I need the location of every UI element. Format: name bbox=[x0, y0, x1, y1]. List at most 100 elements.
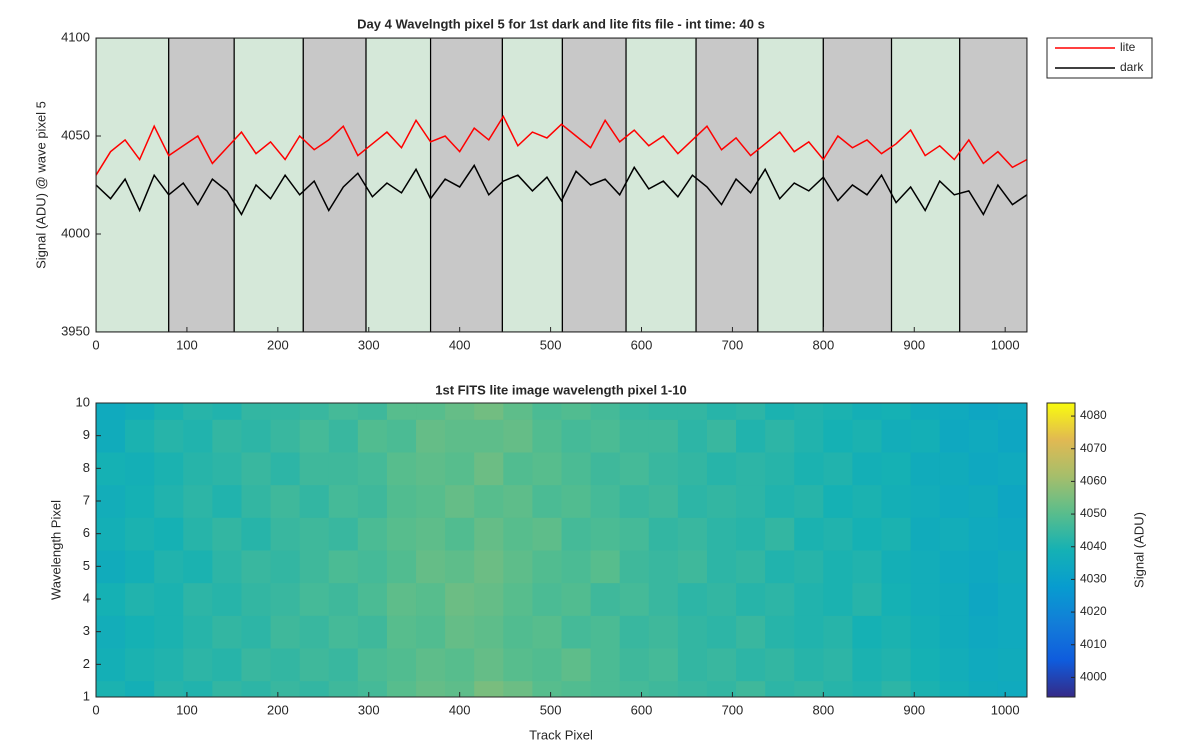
heatmap-cell bbox=[445, 517, 475, 551]
heatmap-cell bbox=[386, 484, 417, 518]
heatmap-cell bbox=[561, 517, 592, 551]
x-tick-label: 900 bbox=[903, 337, 925, 352]
heatmap-cell bbox=[765, 582, 795, 616]
heatmap-cell bbox=[154, 517, 184, 551]
axes-frame bbox=[95, 402, 1028, 698]
heatmap-cell bbox=[328, 403, 359, 420]
y-axis-label: Signal (ADU) @ wave pixel 5 bbox=[33, 101, 48, 269]
heatmap-cell bbox=[910, 484, 941, 518]
heatmap-cell bbox=[357, 419, 388, 453]
heatmap-cell bbox=[154, 550, 184, 584]
heatmap-cell bbox=[241, 419, 272, 453]
heatmap-cell bbox=[736, 680, 766, 697]
y-tick-label: 3950 bbox=[61, 323, 90, 338]
heatmap-cell bbox=[474, 550, 504, 584]
heatmap-cell bbox=[648, 419, 679, 453]
background-band bbox=[561, 38, 627, 332]
heatmap-cell bbox=[736, 419, 766, 453]
x-axis-label: Track Pixel bbox=[529, 727, 593, 742]
colorbar-tick-label: 4020 bbox=[1080, 604, 1107, 618]
heatmap-cell bbox=[590, 403, 621, 420]
y-tick-label: 5 bbox=[83, 558, 90, 573]
heatmap-cell bbox=[328, 615, 359, 649]
heatmap-cell bbox=[561, 648, 592, 682]
colorbar-tick-label: 4080 bbox=[1080, 408, 1107, 422]
heatmap-cell bbox=[299, 484, 330, 518]
heatmap-cell bbox=[736, 550, 766, 584]
plot-area bbox=[96, 38, 1027, 332]
heatmap-cell bbox=[532, 403, 562, 420]
heatmap-cell bbox=[299, 582, 330, 616]
heatmap-cell bbox=[765, 452, 795, 486]
heatmap-cell bbox=[241, 452, 272, 486]
heatmap-cell bbox=[590, 582, 621, 616]
heatmap-cell bbox=[706, 452, 737, 486]
heatmap-cell bbox=[503, 484, 533, 518]
heatmap-cell bbox=[241, 550, 272, 584]
heatmap-cell bbox=[503, 680, 533, 697]
heatmap-cell bbox=[706, 550, 737, 584]
heatmap-cell bbox=[270, 452, 301, 486]
y-tick-label: 4050 bbox=[61, 127, 90, 142]
heatmap-cell bbox=[183, 680, 213, 697]
x-tick-label: 600 bbox=[631, 702, 653, 717]
heatmap-cell bbox=[794, 419, 824, 453]
background-band bbox=[501, 38, 564, 332]
heatmap-cell bbox=[532, 550, 562, 584]
heatmap-cell bbox=[561, 452, 592, 486]
heatmap-cell bbox=[794, 648, 824, 682]
heatmap-cell bbox=[706, 582, 737, 616]
heatmap-cell bbox=[416, 680, 446, 697]
heatmap-cell bbox=[241, 615, 272, 649]
background-band bbox=[302, 38, 367, 332]
heatmap-cell bbox=[910, 680, 941, 697]
heatmap-cell bbox=[765, 419, 795, 453]
heatmap-cell bbox=[125, 517, 155, 551]
heatmap-cell bbox=[96, 680, 126, 697]
heatmap-cell bbox=[968, 550, 999, 584]
heatmap-cell bbox=[386, 550, 417, 584]
heatmap-cell bbox=[648, 550, 679, 584]
x-tick-label: 800 bbox=[812, 337, 834, 352]
heatmap-cell bbox=[997, 648, 1027, 682]
heatmap-cell bbox=[445, 403, 475, 420]
x-tick-label: 1000 bbox=[991, 702, 1020, 717]
x-tick-label: 0 bbox=[92, 337, 99, 352]
heatmap-cell bbox=[619, 419, 650, 453]
heatmap-cell bbox=[328, 517, 359, 551]
background-band bbox=[168, 38, 235, 332]
heatmap-cell bbox=[183, 550, 213, 584]
heatmap-cell bbox=[357, 550, 388, 584]
heatmap-cell bbox=[736, 403, 766, 420]
heatmap-cell bbox=[765, 615, 795, 649]
heatmap-cell bbox=[125, 484, 155, 518]
heatmap-cell bbox=[125, 452, 155, 486]
heatmap-cell bbox=[968, 615, 999, 649]
x-tick-label: 400 bbox=[449, 702, 471, 717]
heatmap-cell bbox=[765, 517, 795, 551]
heatmap-cell bbox=[416, 648, 446, 682]
heatmap-cell bbox=[532, 419, 562, 453]
heatmap-cell bbox=[357, 517, 388, 551]
heatmap-cell bbox=[299, 648, 330, 682]
heatmap-cell bbox=[619, 517, 650, 551]
background-band bbox=[890, 38, 961, 332]
heatmap-cell bbox=[590, 648, 621, 682]
heatmap-cell bbox=[619, 615, 650, 649]
heatmap-cell bbox=[997, 403, 1027, 420]
heatmap-cell bbox=[823, 648, 853, 682]
heatmap-cell bbox=[154, 582, 184, 616]
heatmap-cell bbox=[677, 648, 708, 682]
heatmap-cell bbox=[765, 550, 795, 584]
legend-box bbox=[1046, 37, 1153, 79]
heatmap-cell bbox=[532, 517, 562, 551]
background-band bbox=[429, 38, 504, 332]
heatmap-cell bbox=[765, 403, 795, 420]
heatmap-cell bbox=[590, 550, 621, 584]
heatmap-cell bbox=[648, 484, 679, 518]
x-tick-label: 400 bbox=[449, 337, 471, 352]
heatmap-cell bbox=[590, 680, 621, 697]
background-band bbox=[625, 38, 697, 332]
heatmap-cell bbox=[619, 582, 650, 616]
